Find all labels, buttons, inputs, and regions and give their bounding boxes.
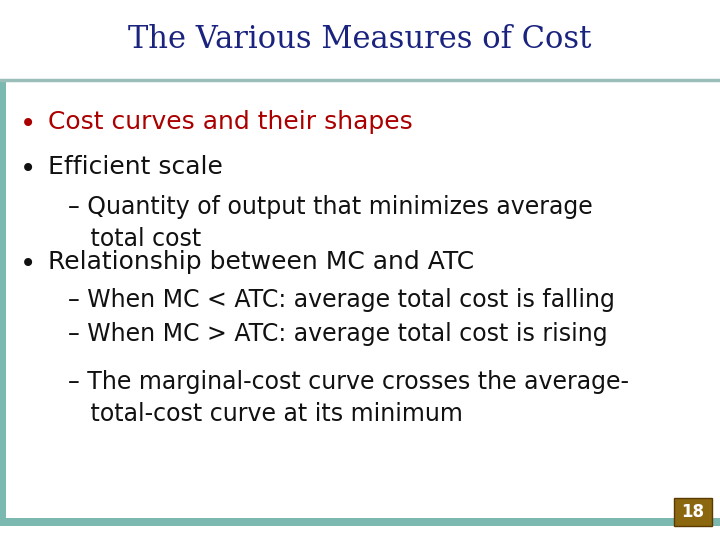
Text: •: • (20, 250, 36, 278)
Text: Relationship between MC and ATC: Relationship between MC and ATC (48, 250, 474, 274)
Text: •: • (20, 155, 36, 183)
Bar (674, 498, 712, 526)
Bar (0, 80, 6, 520)
Text: The Various Measures of Cost: The Various Measures of Cost (128, 24, 592, 56)
Text: – When MC > ATC: average total cost is rising: – When MC > ATC: average total cost is r… (68, 322, 608, 346)
Text: Cost curves and their shapes: Cost curves and their shapes (48, 110, 413, 134)
Text: – When MC < ATC: average total cost is falling: – When MC < ATC: average total cost is f… (68, 288, 615, 312)
Bar (0, 518, 720, 526)
Text: •: • (20, 110, 36, 138)
Text: 18: 18 (682, 503, 704, 521)
Bar (0, 0, 720, 80)
Text: Efficient scale: Efficient scale (48, 155, 223, 179)
Text: – Quantity of output that minimizes average
   total cost: – Quantity of output that minimizes aver… (68, 195, 593, 251)
Text: – The marginal-cost curve crosses the average-
   total-cost curve at its minimu: – The marginal-cost curve crosses the av… (68, 370, 629, 426)
Bar (0, 80, 720, 520)
